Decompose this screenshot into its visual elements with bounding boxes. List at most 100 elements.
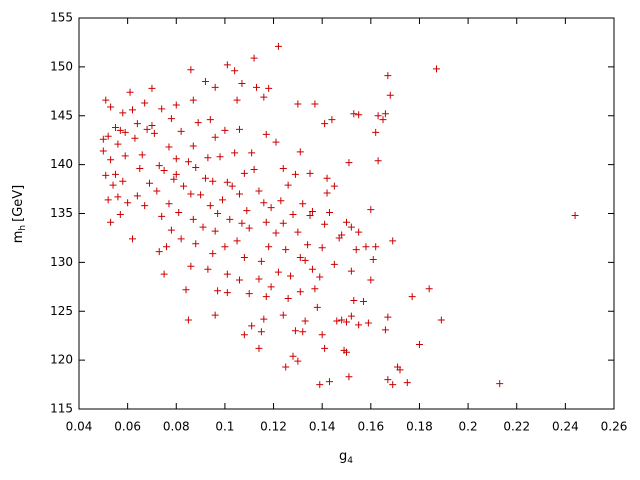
point	[253, 83, 261, 91]
point	[267, 204, 275, 212]
point	[107, 156, 115, 164]
point	[260, 199, 268, 207]
y-tick-label: 150	[50, 59, 73, 73]
point	[223, 270, 231, 278]
point	[274, 42, 282, 50]
point	[262, 130, 270, 138]
point	[343, 318, 350, 326]
point	[318, 331, 326, 339]
point	[129, 235, 136, 243]
point	[111, 123, 119, 131]
point	[248, 322, 256, 330]
point	[189, 215, 197, 223]
point	[355, 228, 363, 236]
point	[165, 200, 173, 208]
point	[194, 119, 202, 127]
point	[389, 237, 397, 245]
point	[167, 226, 175, 234]
point	[321, 220, 329, 228]
point	[236, 125, 243, 133]
point	[111, 170, 119, 178]
point	[114, 193, 122, 201]
point	[245, 224, 253, 232]
y-label-main: m	[11, 231, 26, 244]
point	[177, 127, 185, 135]
point	[299, 200, 307, 208]
point	[415, 340, 423, 348]
point	[206, 202, 214, 210]
point	[311, 100, 319, 108]
point	[158, 212, 166, 220]
point	[153, 187, 161, 195]
point	[204, 154, 212, 162]
point	[129, 106, 136, 114]
point	[367, 276, 375, 284]
point	[296, 288, 304, 296]
point	[343, 218, 350, 226]
point	[274, 268, 282, 276]
point	[104, 196, 112, 204]
point	[209, 250, 217, 258]
point	[221, 126, 229, 134]
point	[325, 209, 333, 217]
point	[233, 96, 241, 104]
point	[238, 219, 246, 227]
point	[374, 157, 382, 165]
point	[347, 223, 355, 231]
point	[211, 311, 219, 319]
point	[116, 126, 124, 134]
point	[355, 321, 363, 329]
point	[121, 152, 129, 160]
point	[296, 253, 304, 261]
y-tick-label: 135	[50, 206, 73, 220]
point	[201, 78, 209, 86]
point	[121, 128, 129, 136]
point	[381, 110, 389, 118]
point	[296, 148, 304, 156]
point	[182, 286, 190, 294]
point	[369, 255, 377, 263]
point	[170, 175, 178, 183]
point	[187, 262, 195, 270]
point	[192, 240, 200, 248]
point	[316, 273, 324, 281]
point	[236, 276, 243, 284]
point	[343, 348, 350, 356]
y-tick-label: 125	[50, 304, 73, 318]
point	[345, 159, 353, 167]
point	[299, 328, 307, 336]
point	[330, 260, 338, 268]
point	[294, 100, 302, 108]
point	[318, 244, 326, 252]
point	[240, 253, 248, 261]
point	[228, 182, 236, 190]
point	[425, 285, 433, 293]
point	[372, 243, 380, 251]
point	[272, 138, 280, 146]
point	[306, 169, 314, 177]
point	[160, 270, 168, 278]
point	[141, 99, 149, 107]
point	[362, 243, 370, 251]
point	[321, 120, 329, 128]
point	[255, 344, 263, 352]
point	[119, 177, 127, 185]
point	[328, 116, 336, 124]
point	[114, 140, 122, 148]
x-label-sub: 4	[347, 456, 353, 466]
point	[277, 197, 285, 205]
point	[265, 243, 273, 251]
x-tick-label: 0.06	[114, 420, 141, 434]
point	[289, 352, 297, 360]
point	[291, 170, 299, 178]
y-label-unit: [GeV]	[11, 185, 26, 222]
point	[291, 327, 299, 335]
y-tick-label: 120	[50, 353, 73, 367]
point	[148, 122, 156, 130]
x-tick-label: 0.26	[601, 420, 628, 434]
point	[284, 295, 292, 303]
point	[389, 381, 397, 389]
point	[102, 171, 110, 179]
point	[133, 120, 141, 128]
